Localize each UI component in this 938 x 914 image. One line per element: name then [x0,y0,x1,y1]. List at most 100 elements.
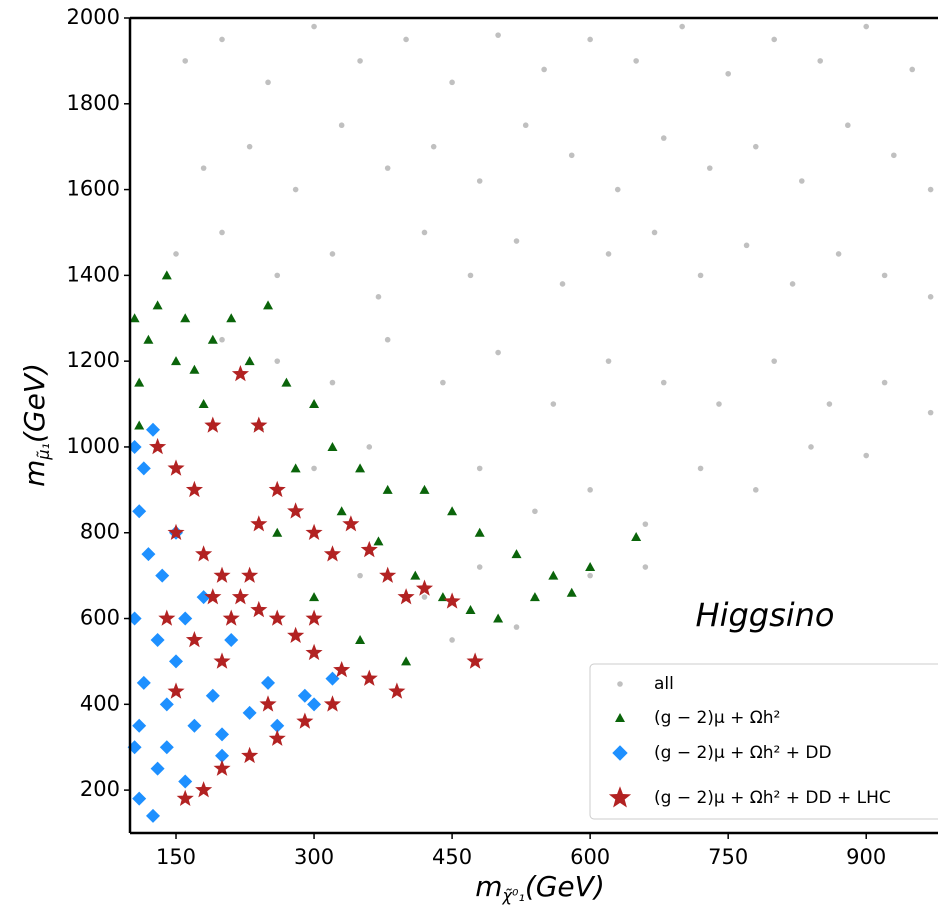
point [213,566,231,583]
point [826,401,833,407]
point [443,592,461,609]
point [548,570,559,580]
point [476,178,483,184]
point [297,688,312,703]
point [171,356,182,366]
point [136,675,151,690]
y-tick-label: 200 [80,777,120,801]
point [357,572,363,579]
point [185,480,203,498]
point [200,165,207,171]
point [250,515,268,532]
x-tick-label: 150 [156,845,196,869]
point [287,626,305,643]
point [268,480,286,498]
point [268,729,286,746]
point [808,444,814,450]
point [585,562,596,572]
x-label-sub: χ̃⁰₁ [502,886,525,905]
point [357,58,363,64]
point [891,152,897,159]
point [215,748,230,763]
point [465,604,476,614]
point [241,566,259,583]
point [178,611,193,626]
legend-marker [612,745,628,761]
point [204,416,222,433]
point [771,36,777,43]
point [213,652,231,669]
point [182,58,189,64]
point [651,229,658,236]
point [587,572,593,579]
point [366,444,373,450]
point [495,349,501,356]
point [493,613,504,623]
point [587,36,593,43]
x-tick-label: 600 [570,845,610,869]
point [263,300,274,310]
point [863,452,870,459]
point [129,313,140,323]
point [274,358,281,364]
point [421,229,428,236]
point [176,789,194,806]
point [449,637,455,643]
y-tick-label: 1800 [67,91,120,115]
point [419,484,430,494]
point [440,379,446,386]
point [261,675,276,690]
point [287,502,305,519]
point [136,461,151,476]
point [134,377,145,387]
x-axis-label: mχ̃⁰₁(GeV) [475,870,605,905]
point [195,781,213,798]
point [706,165,713,171]
point [268,609,286,626]
point [198,399,209,409]
y-tick-label: 400 [80,691,120,715]
point [178,774,193,789]
y-label-sub: μ̃₁ [34,443,53,461]
point [382,484,393,494]
point [305,609,323,626]
point [430,143,437,150]
point [185,631,203,648]
y-tick-label: 800 [80,520,120,544]
point [246,143,253,150]
point [338,122,345,129]
point [290,463,301,473]
point [642,564,649,570]
point [226,313,237,323]
point [167,682,185,699]
point [550,401,557,407]
y-tick-label: 600 [80,606,120,630]
point [513,238,520,244]
point [447,506,458,516]
legend-marker [608,786,632,808]
point [467,272,474,279]
point [642,521,649,527]
point [566,587,577,597]
annotation: Higgsino [696,596,835,634]
point [743,242,750,249]
point [789,281,796,287]
point [281,377,292,387]
y-tick-label: 1600 [67,177,120,201]
point [250,600,268,618]
point [141,547,156,562]
point [410,570,421,580]
point [150,761,165,776]
point [614,186,621,193]
point [355,634,366,644]
point [355,463,366,473]
point [250,416,268,433]
point [605,358,612,364]
point [205,688,220,703]
point [379,566,397,583]
point [660,379,667,386]
point [132,718,147,733]
point [360,540,378,558]
point [274,272,281,279]
legend-label: (g − 2)μ + Ωh² [654,708,780,728]
